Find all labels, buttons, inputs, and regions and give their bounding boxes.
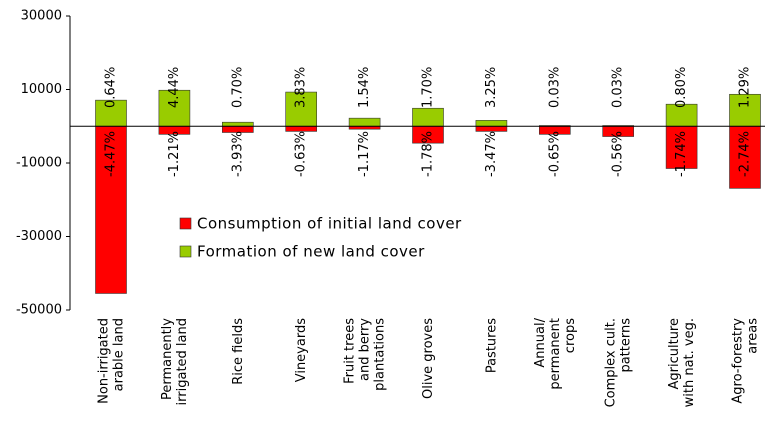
bar [285,125,318,132]
data-label: -0.65% [547,131,562,177]
data-label: -1.17% [357,131,372,177]
data-label: -1.74% [674,131,689,177]
data-label: 3.83% [294,67,309,108]
data-label: -3.93% [230,131,245,177]
x-tick-label-line: Olive groves [421,318,436,399]
x-tick-label: Fruit treesand berryplantations [342,318,387,391]
bar [348,117,381,127]
x-tick-label: Pastures [484,318,499,373]
x-tick-label: Non-irrigatedarable land [96,318,126,404]
x-tick-label-line: patterns [618,318,633,373]
bar [158,89,191,127]
x-tick-label: Vineyards [294,318,309,382]
bar [285,91,318,127]
legend-label: Formation of new land cover [197,243,425,261]
bar [95,99,127,127]
bar [475,120,508,127]
x-tick-label-line: Complex cult. [603,318,618,407]
data-label: 1.54% [357,67,372,108]
x-tick-label-line: Annual/ [532,317,547,367]
legend-swatch [179,217,192,230]
bar [729,125,761,189]
data-label: 0.03% [611,67,626,108]
x-tick-label-line: Vineyards [294,318,309,382]
bar [222,121,254,127]
data-label: -2.74% [738,131,753,177]
data-label: 0.80% [674,67,689,108]
y-tick-label: 10000 [21,82,62,97]
y-tick-label: -50000 [16,303,62,318]
bar [665,125,698,169]
x-tick-label-line: plantations [372,318,387,391]
data-label: 0.70% [230,67,245,108]
x-tick-label-line: Fruit trees [342,318,357,384]
data-label: 4.44% [167,67,182,108]
bar [95,125,127,294]
x-tick-label-line: Pastures [484,318,499,373]
data-label: -1.21% [167,131,182,177]
data-label: 1.70% [421,67,436,108]
data-label: -0.63% [294,131,309,177]
x-tick-label-line: crops [562,318,577,353]
data-label: 1.29% [738,67,753,108]
x-tick-label-line: irrigated land [174,318,189,405]
x-tick-label: Agriculturewith nat. veg. [667,318,697,407]
x-tick-label: Complex cult.patterns [603,318,633,408]
data-label: -1.78% [421,131,436,177]
x-tick-label: Olive groves [421,318,436,399]
x-tick-label-line: areas [745,318,760,354]
data-label: 0.03% [547,67,562,108]
x-tick-label-line: Non-irrigated [96,318,111,404]
x-tick-label: Permanentlyirrigated land [159,318,189,406]
x-tick-label-line: Agro-forestry [730,318,745,404]
data-label: 0.64% [104,67,119,108]
data-label: 3.25% [484,67,499,108]
bar [729,93,761,127]
x-tick-label-line: Agriculture [667,318,682,390]
y-tick-label: 30000 [21,9,62,24]
y-tick-label: -30000 [16,229,62,244]
x-tick-label-line: Permanently [159,318,174,400]
x-tick-label: Annual/permanentcrops [532,317,577,389]
x-tick-label-line: arable land [111,318,126,391]
legend-label: Consumption of initial land cover [197,215,462,233]
y-tick-label: -10000 [16,156,62,171]
data-label: -3.47% [484,131,499,177]
x-tick-label-line: with nat. veg. [682,318,697,407]
data-label: -4.47% [104,131,119,177]
bar [412,107,444,127]
x-tick-label: Rice fields [230,318,245,385]
legend-swatch [179,245,192,258]
x-tick-label-line: and berry [357,318,372,381]
x-tick-label: Agro-forestryareas [730,318,760,404]
data-label: -0.56% [611,131,626,177]
bar [475,125,508,132]
x-tick-label-line: permanent [547,318,562,390]
x-tick-label-line: Rice fields [230,318,245,385]
